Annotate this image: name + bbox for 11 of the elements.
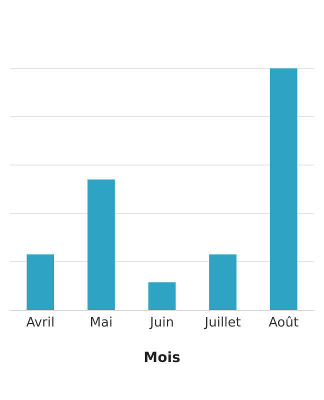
bar [270, 68, 298, 310]
bar [88, 180, 115, 310]
x-tick-label: Avril [26, 316, 55, 331]
x-tick-label: Août [268, 316, 299, 331]
x-tick-label: Juillet [204, 316, 241, 331]
x-tick-label: Juin [149, 316, 174, 331]
x-tick-label: Mai [90, 316, 113, 331]
bar [26, 254, 54, 310]
bar [148, 282, 176, 310]
x-axis-title: Mois [144, 350, 180, 366]
bar [209, 254, 236, 310]
